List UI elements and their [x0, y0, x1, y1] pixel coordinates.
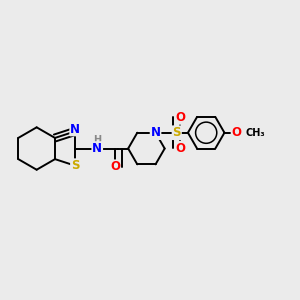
- Text: CH₃: CH₃: [245, 128, 265, 138]
- Text: O: O: [110, 160, 120, 173]
- Text: O: O: [176, 111, 186, 124]
- Text: N: N: [151, 126, 160, 139]
- Text: S: S: [172, 126, 181, 139]
- Text: N: N: [70, 122, 80, 136]
- Text: N: N: [92, 142, 102, 155]
- Text: H: H: [93, 135, 101, 145]
- Text: S: S: [71, 159, 80, 172]
- Text: O: O: [176, 142, 186, 154]
- Text: O: O: [232, 126, 242, 139]
